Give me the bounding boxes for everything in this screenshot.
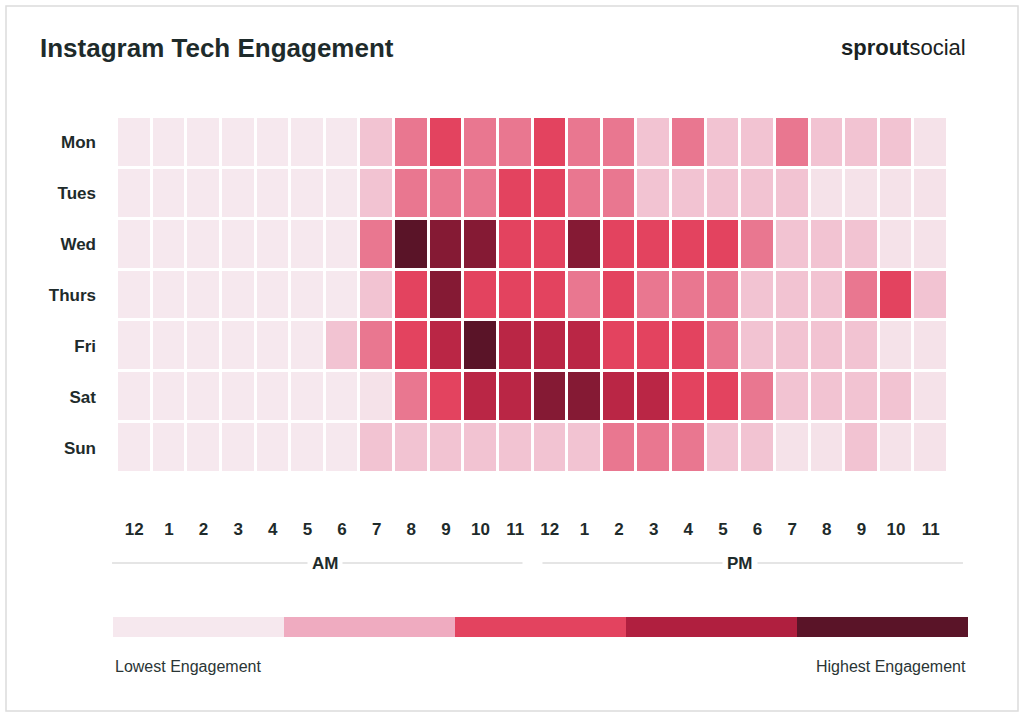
svg-text:7: 7: [372, 520, 381, 539]
svg-text:10: 10: [471, 520, 490, 539]
svg-text:sproutsocial: sproutsocial: [841, 35, 966, 60]
svg-text:AM: AM: [312, 554, 338, 573]
svg-text:2: 2: [199, 520, 208, 539]
svg-text:7: 7: [787, 520, 796, 539]
svg-text:4: 4: [684, 520, 694, 539]
svg-text:4: 4: [268, 520, 278, 539]
svg-text:5: 5: [303, 520, 312, 539]
svg-text:6: 6: [753, 520, 762, 539]
svg-text:9: 9: [857, 520, 866, 539]
svg-text:12: 12: [125, 520, 144, 539]
svg-text:Highest Engagement: Highest Engagement: [816, 658, 966, 675]
svg-text:8: 8: [822, 520, 831, 539]
svg-text:Wed: Wed: [60, 235, 96, 254]
svg-text:10: 10: [887, 520, 906, 539]
svg-text:Thurs: Thurs: [49, 286, 96, 305]
svg-text:2: 2: [614, 520, 623, 539]
svg-text:9: 9: [441, 520, 450, 539]
svg-text:Sun: Sun: [64, 439, 96, 458]
svg-text:PM: PM: [727, 554, 753, 573]
svg-text:11: 11: [506, 520, 524, 539]
svg-text:Fri: Fri: [74, 337, 96, 356]
svg-text:Tues: Tues: [58, 184, 96, 203]
svg-text:Mon: Mon: [61, 133, 96, 152]
svg-text:3: 3: [233, 520, 242, 539]
svg-text:11: 11: [922, 520, 940, 539]
svg-text:1: 1: [580, 520, 589, 539]
svg-text:Sat: Sat: [70, 388, 97, 407]
svg-text:8: 8: [407, 520, 416, 539]
svg-text:Instagram Tech Engagement: Instagram Tech Engagement: [40, 33, 394, 63]
svg-text:12: 12: [540, 520, 559, 539]
svg-text:1: 1: [164, 520, 173, 539]
svg-text:6: 6: [337, 520, 346, 539]
svg-text:5: 5: [718, 520, 727, 539]
svg-text:3: 3: [649, 520, 658, 539]
svg-text:Lowest Engagement: Lowest Engagement: [115, 658, 261, 675]
